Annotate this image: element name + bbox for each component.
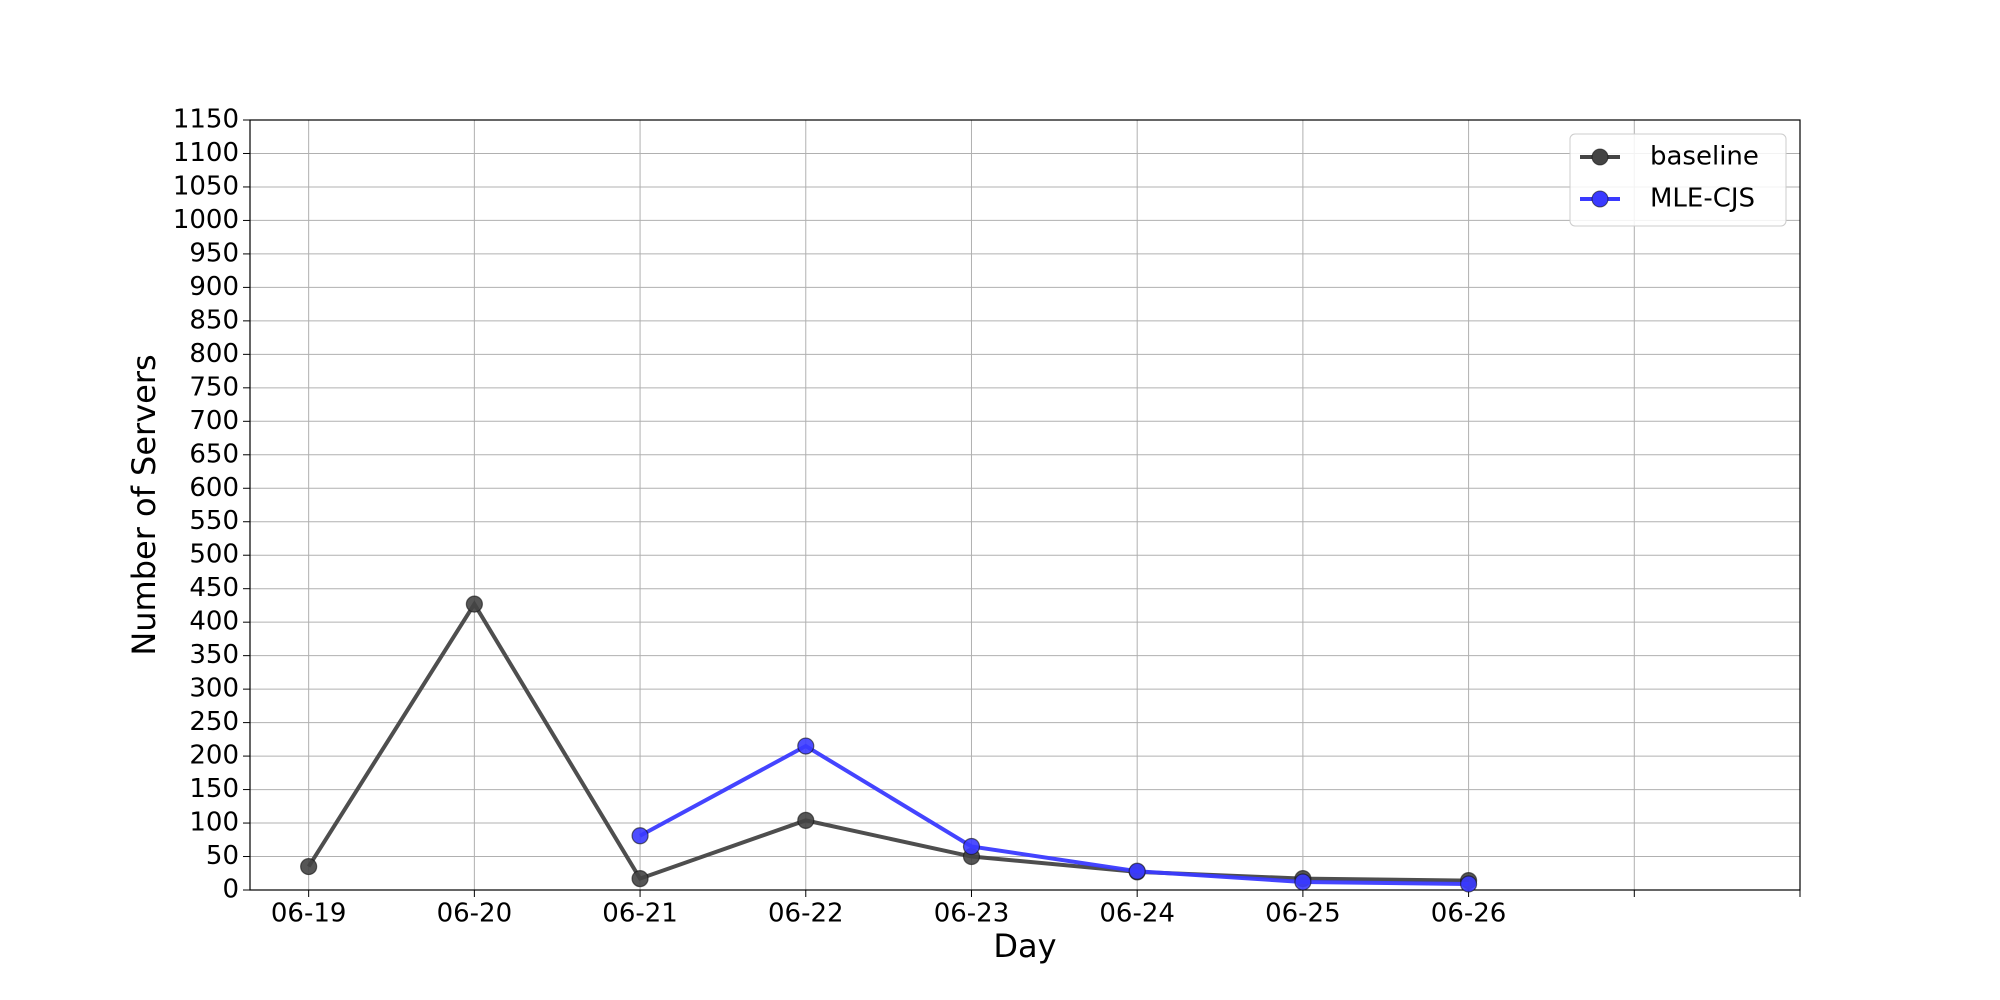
legend-marker: [1591, 190, 1609, 208]
data-point: [1294, 873, 1312, 891]
x-tick-label: 06-20: [437, 899, 513, 929]
y-tick-label: 350: [189, 640, 239, 670]
data-point: [300, 857, 318, 876]
y-tick-label: 650: [189, 439, 239, 469]
data-point: [797, 737, 815, 755]
y-tick-label: 150: [189, 774, 239, 804]
y-tick-label: 1100: [173, 138, 239, 168]
y-tick-label: 0: [222, 875, 239, 905]
y-tick-label: 200: [189, 741, 239, 771]
series-line: [639, 743, 1469, 886]
y-tick-label: 750: [189, 372, 239, 402]
x-tick-label: 06-22: [768, 899, 844, 929]
series-line: [306, 600, 1469, 883]
y-tick-label: 500: [189, 540, 239, 570]
y-tick-label: 550: [189, 506, 239, 536]
data-point: [631, 870, 649, 888]
y-tick-label: 850: [189, 305, 239, 335]
y-tick-label: 1000: [173, 205, 239, 235]
plot-frame: [249, 119, 1801, 891]
data-point: [797, 811, 815, 829]
x-tick-label: 06-24: [1099, 899, 1175, 929]
data-point: [962, 837, 981, 856]
y-tick-label: 50: [206, 841, 239, 871]
x-axis-label: Day: [993, 927, 1056, 965]
legend-marker: [1591, 148, 1609, 166]
y-tick-label: 700: [189, 406, 239, 436]
x-tick-label: 06-26: [1431, 899, 1507, 929]
y-tick-label: 600: [189, 473, 239, 503]
y-tick-label: 1150: [173, 105, 239, 135]
legend-label: MLE-CJS: [1650, 184, 1755, 214]
x-tick-label: 06-21: [602, 899, 678, 929]
y-axis-label: Number of Servers: [125, 354, 163, 655]
y-tick-label: 800: [189, 339, 239, 369]
x-tick-label: 06-19: [271, 899, 347, 929]
y-tick-label: 450: [189, 573, 239, 603]
data-point: [465, 595, 483, 613]
y-tick-label: 100: [189, 808, 239, 838]
y-tick-label: 900: [189, 272, 239, 302]
legend-label: baseline: [1650, 142, 1759, 172]
x-tick-label: 06-23: [934, 899, 1010, 929]
y-tick-label: 250: [189, 707, 239, 737]
legend-box: [1569, 133, 1787, 227]
y-tick-label: 1050: [173, 171, 239, 201]
legend: baseline MLE-CJS: [1569, 133, 1787, 227]
data-point: [631, 827, 649, 845]
y-tick-label: 950: [189, 238, 239, 268]
x-tick-label: 06-25: [1265, 899, 1341, 929]
data-point: [1459, 875, 1478, 893]
y-tick-label: 400: [189, 607, 239, 637]
y-tick-label: 300: [189, 674, 239, 704]
data-point: [1128, 862, 1146, 880]
